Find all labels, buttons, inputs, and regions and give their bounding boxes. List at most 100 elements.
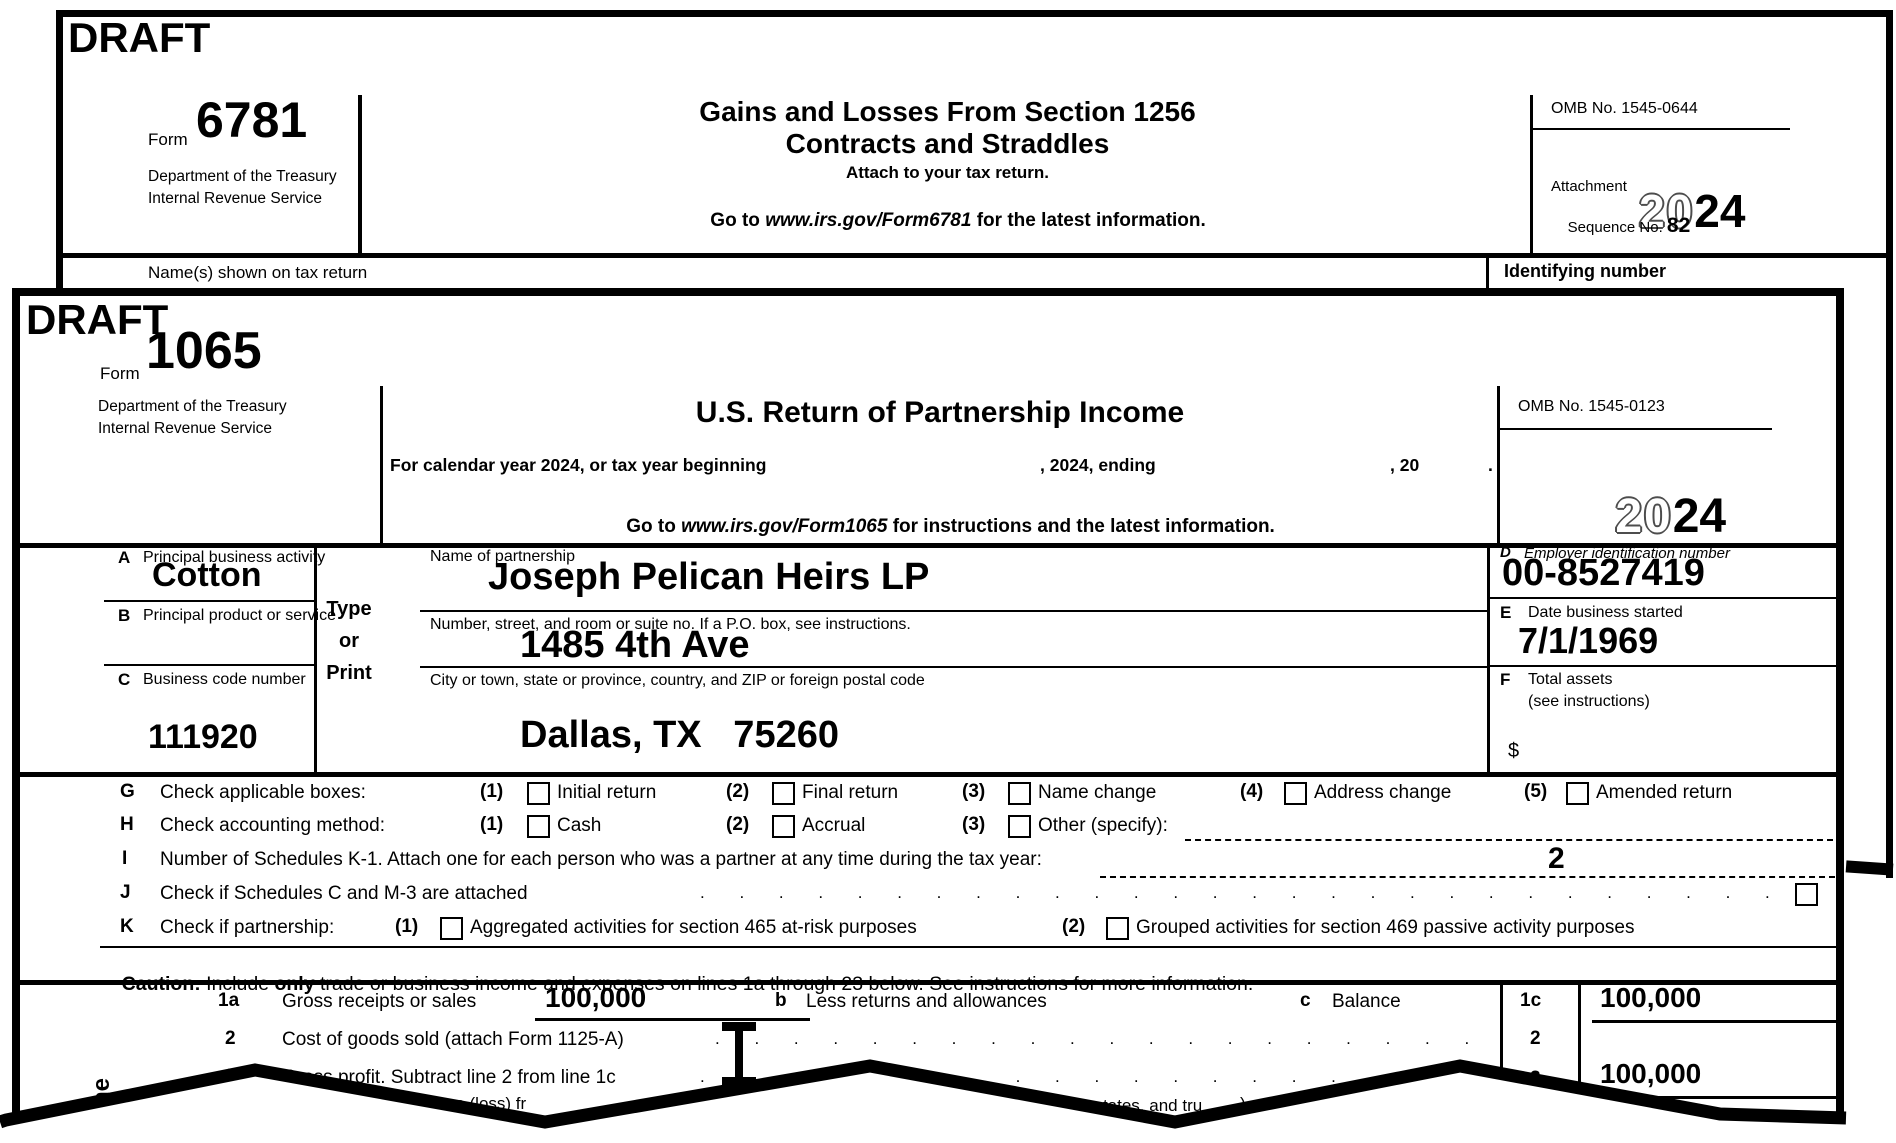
checkbox-address-change[interactable]	[1284, 782, 1307, 805]
row-h-opt1-num: (1)	[480, 814, 504, 835]
row-g-label: Check applicable boxes:	[160, 782, 366, 803]
schedules-k1-count-value[interactable]: 2	[1548, 842, 1565, 875]
identifying-divider-6781	[1486, 256, 1489, 288]
line-1c-row-number: 1c	[1520, 990, 1542, 1011]
city-value[interactable]: Dallas, TX 75260	[520, 714, 839, 756]
box-b-rule	[104, 664, 316, 666]
form-word-1065: Form	[100, 364, 140, 383]
form-number-1065: 1065	[146, 322, 262, 380]
omb-number-6781: OMB No. 1545-0644	[1551, 100, 1698, 117]
checkbox-cash[interactable]	[527, 815, 550, 838]
department-line1-1065: Department of the Treasury	[98, 398, 287, 415]
goto-pre-1065: Go to	[626, 515, 682, 537]
calendar-year-part1: For calendar year 2024, or tax year begi…	[390, 455, 767, 475]
partnership-name-label: Name of partnership	[430, 548, 575, 565]
line-2-number: 2	[225, 1028, 236, 1049]
other-specify-entry-line[interactable]	[1185, 815, 1833, 841]
checkbox-accrual[interactable]	[772, 815, 795, 838]
line-1a-number: 1a	[218, 990, 240, 1011]
box-e-rule	[1487, 665, 1844, 667]
tax-year-bold-6781: 24	[1694, 184, 1746, 237]
row-g-opt4-num: (4)	[1240, 781, 1264, 802]
def-column-divider	[1487, 545, 1490, 775]
row-h-label: Check accounting method:	[160, 815, 385, 836]
form-1065-sheet	[12, 288, 1844, 1118]
i-beam-bottom-serif	[722, 1077, 756, 1086]
type-or-print-line1: Type	[326, 598, 372, 620]
checkbox-name-change[interactable]	[1008, 782, 1031, 805]
box-d-value[interactable]: 00-8527419	[1502, 552, 1705, 594]
form-word-6781: Form	[148, 130, 188, 149]
box-d-label: Employer identification number	[1524, 545, 1730, 562]
checkbox-initial-return[interactable]	[527, 782, 550, 805]
line-2-row-number: 2	[1530, 1028, 1541, 1049]
row-j-label: Check if Schedules C and M-3 are attache…	[160, 883, 528, 904]
row-g-opt4-label: Address change	[1314, 782, 1452, 803]
row-g-opt5-num: (5)	[1524, 781, 1548, 802]
row-g-opt3-label: Name change	[1038, 782, 1157, 803]
goto-url-1065: www.irs.gov/Form1065	[681, 515, 888, 537]
box-c-letter: C	[118, 670, 131, 689]
line-3-amount-underline	[1592, 1096, 1838, 1099]
row-k-opt2-num: (2)	[1062, 916, 1086, 937]
row-h-opt2-num: (2)	[726, 814, 750, 835]
form-number-6781: 6781	[196, 92, 308, 148]
box-a-label: Principal business activity	[143, 549, 326, 566]
sequence-label-6781: Sequence No.	[1567, 219, 1667, 237]
box-c-value[interactable]: 111920	[148, 718, 258, 756]
row-g-opt2-num: (2)	[726, 781, 750, 802]
header-divider-6781	[358, 95, 362, 255]
line-2-dot-leaders: . . . . . . . . . . . . . . . . . . . . …	[715, 1029, 1490, 1048]
names-shown-label-6781: Name(s) shown on tax return	[148, 263, 368, 282]
entity-bottom-rule	[12, 772, 1844, 777]
schedules-k1-entry-line[interactable]	[1100, 850, 1835, 878]
type-or-print-line3: Print	[326, 662, 372, 684]
torn-edge-line	[0, 1059, 1847, 1129]
form-title-line2-6781: Contracts and Straddles	[785, 128, 1110, 159]
department-line2-1065: Internal Revenue Service	[98, 420, 273, 437]
checkbox-final-return[interactable]	[772, 782, 795, 805]
row-g-opt3-num: (3)	[962, 781, 986, 802]
row-h-opt1-label: Cash	[557, 815, 602, 836]
box-e-value[interactable]: 7/1/1969	[1518, 620, 1659, 661]
checkbox-amended-return[interactable]	[1566, 782, 1589, 805]
line-1a-label: Gross receipts or sales	[282, 991, 477, 1012]
box-d-rule	[1487, 597, 1844, 599]
checkbox-aggregated-465[interactable]	[440, 917, 463, 940]
torn-edge-mask	[0, 1066, 1896, 1143]
checkbox-grouped-469[interactable]	[1106, 917, 1129, 940]
row-g-letter: G	[120, 781, 135, 802]
omb-underline-6781	[1530, 128, 1790, 130]
gross-receipts-underline	[535, 1018, 810, 1021]
line-1c-balance-label: Balance	[1332, 991, 1401, 1012]
caution-bottom-rule	[12, 980, 1844, 985]
line-3-amount[interactable]: 100,000	[1600, 1058, 1702, 1089]
box-e-letter: E	[1500, 603, 1512, 622]
checkbox-other-method[interactable]	[1008, 815, 1031, 838]
street-label: Number, street, and room or suite no. If…	[430, 616, 911, 633]
tax-year-bold-1065: 24	[1672, 490, 1727, 544]
checkbox-schedules-c-m3[interactable]	[1795, 883, 1818, 906]
i-beam-text-cursor	[722, 1022, 756, 1086]
row-k-opt1-num: (1)	[395, 916, 419, 937]
gross-receipts-value[interactable]: 100,000	[545, 982, 647, 1013]
row-g-opt1-label: Initial return	[557, 782, 657, 803]
row-i-letter: I	[122, 848, 128, 869]
city-label: City or town, state or province, country…	[430, 672, 925, 689]
box-a-value[interactable]: Cotton	[152, 556, 262, 594]
sequence-number-6781: Sequence No. 82	[1551, 197, 1691, 256]
omb-underline-1065	[1497, 428, 1772, 430]
street-value[interactable]: 1485 4th Ave	[520, 624, 750, 666]
amount-column-inner-line	[1578, 982, 1581, 1117]
abc-column-divider	[314, 545, 317, 775]
line-1c-amount[interactable]: 100,000	[1600, 982, 1702, 1013]
draft-watermark-1065: DRAFT	[26, 296, 169, 343]
calendar-year-part2: , 2024, ending	[1040, 455, 1156, 475]
goto-instruction-1065: Go to www.irs.gov/Form1065 for instructi…	[383, 494, 1497, 560]
header-divider-1065	[380, 386, 383, 545]
box-f-label: Total assets	[1528, 671, 1613, 688]
partnership-name-value[interactable]: Joseph Pelican Heirs LP	[488, 556, 930, 598]
row-g-opt2-label: Final return	[802, 782, 899, 803]
row-g-opt1-num: (1)	[480, 781, 504, 802]
type-or-print-line2: or	[339, 630, 359, 652]
